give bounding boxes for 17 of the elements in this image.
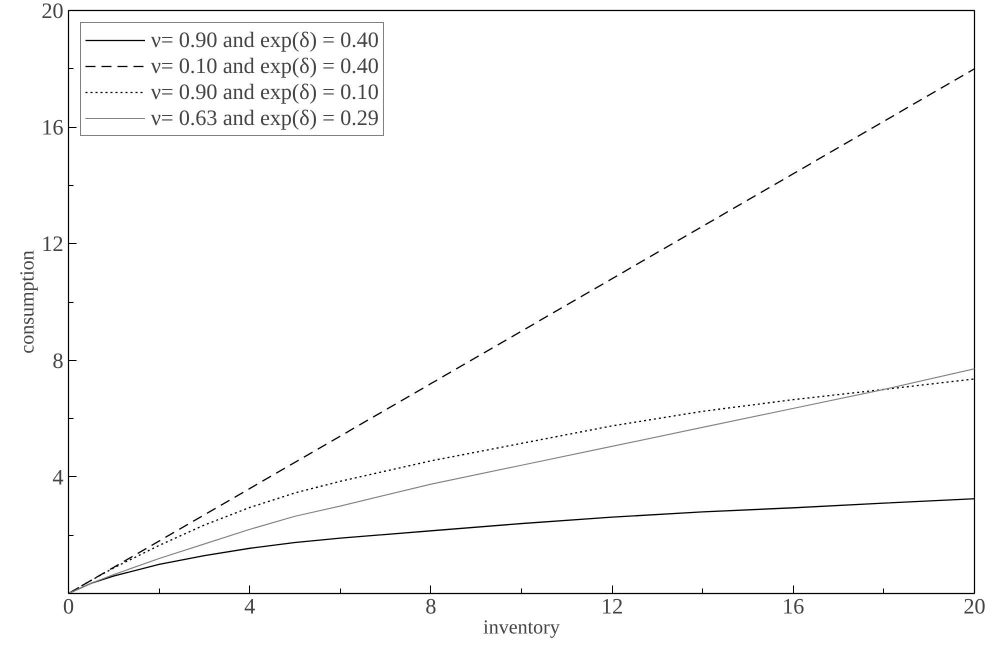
x-tick-label: 12: [601, 594, 624, 618]
x-tick-label: 4: [244, 594, 256, 618]
y-tick-label: 20: [42, 0, 64, 23]
legend-label: ν= 0.10 and exp(δ) = 0.40: [151, 53, 379, 79]
y-tick-label: 16: [42, 114, 64, 140]
legend-label: ν= 0.90 and exp(δ) = 0.40: [151, 27, 379, 53]
y-tick-label: 4: [52, 464, 64, 490]
x-axis-title: inventory: [483, 616, 560, 638]
y-tick-label: 12: [42, 231, 64, 256]
x-tick-label: 16: [782, 594, 804, 618]
x-tick-label: 8: [425, 594, 436, 618]
legend-label: ν= 0.63 and exp(δ) = 0.29: [151, 105, 379, 131]
x-tick-label: 0: [63, 594, 74, 618]
x-tick-label: 20: [964, 594, 986, 618]
legend-label: ν= 0.90 and exp(δ) = 0.10: [151, 79, 379, 105]
y-axis-title: consumption: [16, 250, 38, 354]
y-tick-label: 8: [52, 348, 64, 373]
